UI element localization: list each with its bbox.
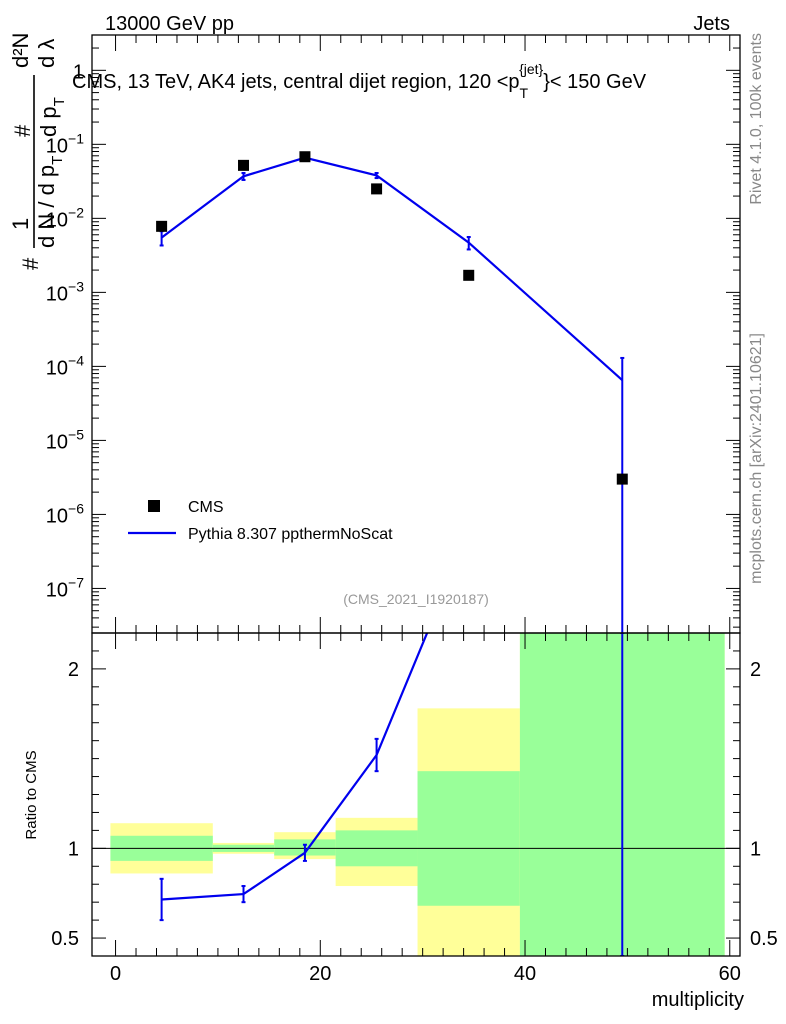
ylabel-one: 1 xyxy=(8,218,33,230)
main-ytick-base: 10 xyxy=(46,505,68,527)
main-ytick-label: 10−7 xyxy=(46,574,84,601)
plot-title-end: }< 150 GeV xyxy=(543,71,647,93)
cms-data-point xyxy=(616,473,628,485)
plot-title: CMS, 13 TeV, AK4 jets, central dijet reg… xyxy=(72,61,647,101)
ratio-axis-ticks: 0.5 0.51 12 20 20 40 60 xyxy=(51,633,778,985)
ylabel-dn: d N / d p xyxy=(34,165,59,248)
ylabel-hash: # xyxy=(18,257,43,270)
cms-data-point xyxy=(156,220,168,232)
legend-cms-marker xyxy=(148,500,160,512)
main-ytick-exp: −7 xyxy=(68,574,84,590)
legend-cms-label: CMS xyxy=(188,499,224,516)
ratio-frame xyxy=(91,632,741,957)
main-ytick-label: 10−3 xyxy=(46,278,84,305)
ratio-ytick-label-left: 0.5 xyxy=(51,928,79,950)
header-right: Jets xyxy=(693,13,730,35)
mcplots-note: mcplots.cern.ch [arXiv:2401.10621] xyxy=(748,333,765,584)
ylabel-dlambda: d λ xyxy=(34,39,59,68)
ylabel-inner-bottom: d pT xyxy=(36,97,68,137)
ratio-ytick-label-right: 0.5 xyxy=(750,928,778,950)
main-ytick-base: 10 xyxy=(46,431,68,453)
x-tick-label: 40 xyxy=(514,963,536,985)
x-tick-label: 20 xyxy=(309,963,331,985)
panel-frames xyxy=(91,34,741,957)
ylabel-d2n: d²N xyxy=(8,33,33,68)
main-ytick-exp: −3 xyxy=(68,278,84,294)
main-ytick-label: 10−6 xyxy=(46,500,84,527)
main-frame xyxy=(91,34,741,634)
plot-title-main: CMS, 13 TeV, AK4 jets, central dijet reg… xyxy=(72,71,520,93)
ratio-pythia-line xyxy=(161,633,429,901)
plot-title-sub: T xyxy=(520,85,529,101)
x-tick-label: 60 xyxy=(719,963,741,985)
cms-data-point xyxy=(299,151,311,163)
analysis-watermark: (CMS_2021_I1920187) xyxy=(343,591,489,607)
main-ytick-exp: −6 xyxy=(68,500,84,516)
main-ytick-label: 10−2 xyxy=(46,204,84,231)
ylabel-dn-sub: T xyxy=(49,156,66,165)
main-ytick-base: 10 xyxy=(46,579,68,601)
ratio-ylabel: Ratio to CMS xyxy=(23,750,40,839)
ratio-ytick-label-left: 1 xyxy=(68,838,79,860)
main-series-layer xyxy=(156,151,628,633)
ylabel-inner-sub: T xyxy=(51,97,68,106)
main-ytick-label: 1 xyxy=(73,61,84,83)
pythia-line xyxy=(160,156,624,382)
ylabel-inner-top: # xyxy=(10,124,35,137)
main-ytick-exp: −1 xyxy=(68,130,84,146)
ratio-panel xyxy=(92,633,740,956)
main-ytick-base: 10 xyxy=(46,209,68,231)
main-ytick-base: 10 xyxy=(46,357,68,379)
header-left: 13000 GeV pp xyxy=(105,13,234,35)
main-ytick-label: 10−4 xyxy=(46,352,84,379)
main-ytick-label: 10−1 xyxy=(46,130,84,157)
ratio-ytick-label-right: 1 xyxy=(750,838,761,860)
cms-data-point xyxy=(238,159,250,171)
legend: CMS Pythia 8.307 ppthermNoScat xyxy=(128,499,393,543)
legend-pythia-label: Pythia 8.307 ppthermNoScat xyxy=(188,526,393,543)
cms-data-point xyxy=(463,269,475,281)
main-ytick-base: 10 xyxy=(46,283,68,305)
ylabel-inner-dp: d p xyxy=(36,106,61,137)
main-ytick-exp: −5 xyxy=(68,426,84,442)
cms-data-point xyxy=(371,183,383,195)
main-ylabel: # 1 d N / d pT # d pT d²N d λ xyxy=(8,33,68,270)
ratio-band-inner xyxy=(417,771,520,906)
x-tick-label: 0 xyxy=(110,963,121,985)
main-axis-ticks: 110−110−210−310−410−510−610−7 xyxy=(46,34,740,633)
x-axis-label: multiplicity xyxy=(652,989,744,1011)
ylabel-dn-dpt: d N / d pT xyxy=(34,156,66,248)
main-ytick-base: 10 xyxy=(46,135,68,157)
main-ytick-label: 10−5 xyxy=(46,426,84,453)
main-ytick-exp: −2 xyxy=(68,204,84,220)
main-ytick-exp: −4 xyxy=(68,352,84,368)
plot-title-sup: {jet} xyxy=(519,61,543,77)
ratio-series-layer xyxy=(159,633,625,956)
rivet-version-note: Rivet 4.1.0, 100k events xyxy=(748,33,765,205)
ratio-ytick-label-left: 2 xyxy=(68,659,79,681)
ratio-series-group xyxy=(159,633,625,956)
ratio-ytick-label-right: 2 xyxy=(750,659,761,681)
